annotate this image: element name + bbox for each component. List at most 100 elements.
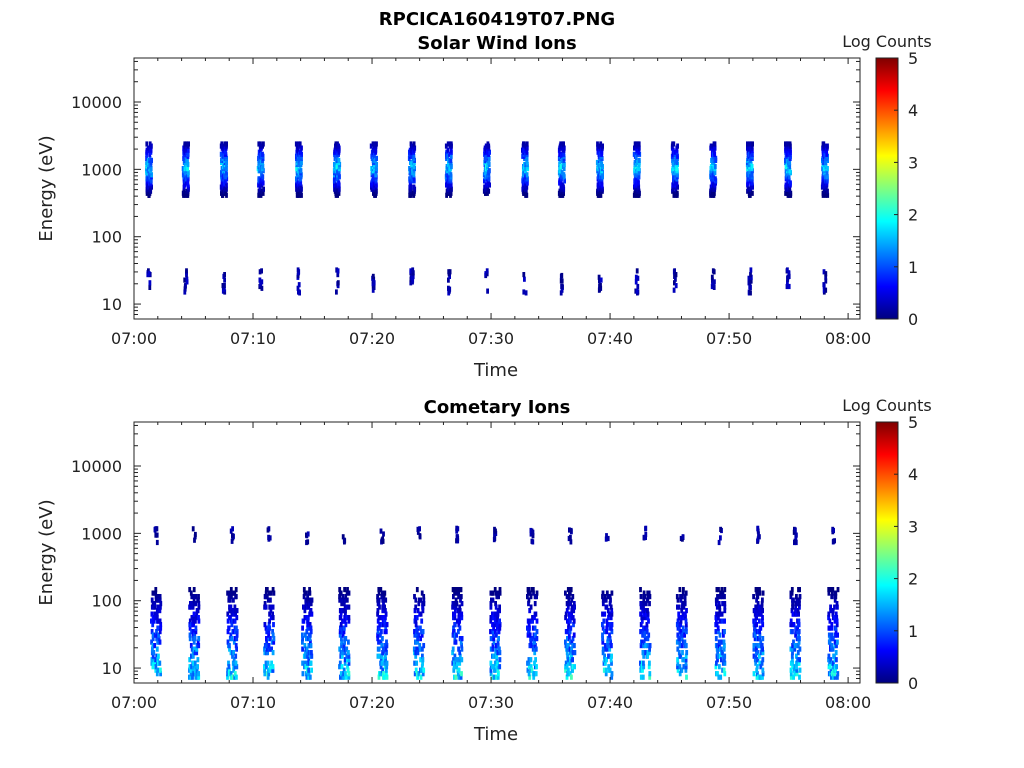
heatmap-cell <box>347 653 351 659</box>
heatmap-cell <box>422 597 426 603</box>
heatmap-cell <box>835 601 839 607</box>
heatmap-cell <box>531 636 535 642</box>
heatmap-cell <box>525 172 529 178</box>
heatmap-cell <box>527 597 531 603</box>
heatmap-cell <box>235 646 238 652</box>
heatmap-cell <box>150 611 154 617</box>
heatmap-cell <box>676 657 679 663</box>
heatmap-cell <box>609 597 612 603</box>
y-tick-label: 10 <box>102 295 122 314</box>
heatmap-cell <box>754 643 758 649</box>
heatmap-cell <box>454 639 458 645</box>
heatmap-cell <box>834 594 838 600</box>
heatmap-cell <box>340 608 343 614</box>
heatmap-cell <box>749 284 752 290</box>
heatmap-cell <box>601 625 605 631</box>
heatmap-cell <box>683 601 687 607</box>
heatmap-cell <box>491 643 495 649</box>
heatmap-cell <box>339 650 343 656</box>
heatmap-cell <box>601 636 604 642</box>
heatmap-cell <box>306 664 309 670</box>
heatmap-cell <box>420 667 423 673</box>
heatmap-cell <box>336 280 340 286</box>
colorbar-tick-label: 3 <box>908 153 918 172</box>
heatmap-cell <box>383 622 387 628</box>
heatmap-cell <box>381 618 385 624</box>
heatmap-cell <box>600 180 604 186</box>
heatmap-cell <box>154 615 158 621</box>
heatmap-cell <box>604 536 608 542</box>
heatmap-cell <box>456 534 459 540</box>
heatmap-cell <box>414 653 418 659</box>
heatmap-cell <box>419 636 422 642</box>
heatmap-cell <box>646 594 650 600</box>
heatmap-cell <box>642 611 645 617</box>
heatmap-cell <box>674 272 678 278</box>
x-tick-label: 08:00 <box>825 329 871 348</box>
heatmap-cell <box>229 632 233 638</box>
heatmap-cell <box>458 660 462 666</box>
heatmap-cell <box>715 646 719 652</box>
heatmap-cell <box>751 190 754 196</box>
heatmap-cell <box>234 594 238 600</box>
heatmap-cell <box>226 629 230 635</box>
heatmap-cell <box>184 180 188 186</box>
heatmap-cell <box>308 622 312 628</box>
heatmap-cell <box>153 604 157 610</box>
heatmap-cell <box>832 674 835 680</box>
heatmap-cell <box>306 622 310 628</box>
heatmap-cell <box>378 604 381 610</box>
heatmap-cell <box>713 170 717 176</box>
heatmap-cell <box>269 590 273 596</box>
heatmap-cell <box>228 646 231 652</box>
heatmap-cell <box>676 646 680 652</box>
heatmap-cell <box>751 141 754 147</box>
heatmap-cell <box>595 159 599 166</box>
heatmap-cell <box>229 615 232 621</box>
heatmap-cell <box>498 625 502 631</box>
heatmap-cell <box>382 594 386 600</box>
heatmap-cell <box>341 594 345 600</box>
heatmap-cell <box>646 608 649 614</box>
heatmap-cell <box>759 625 763 631</box>
heatmap-cell <box>234 653 238 659</box>
heatmap-cell <box>449 172 453 178</box>
heatmap-cell <box>374 147 378 153</box>
colorbar-tick-label: 0 <box>908 310 918 329</box>
heatmap-cell <box>600 161 604 168</box>
heatmap-cell <box>337 143 340 149</box>
heatmap-cell <box>676 604 679 610</box>
heatmap-cell <box>232 650 235 656</box>
heatmap-cell <box>453 622 457 628</box>
heatmap-cell <box>188 636 192 642</box>
heatmap-cell <box>189 590 193 596</box>
heatmap-cell <box>569 625 573 631</box>
heatmap-cell <box>271 587 275 593</box>
heatmap-cell <box>711 268 715 274</box>
heatmap-cell <box>299 168 303 174</box>
heatmap-cell <box>639 629 642 635</box>
heatmap-cell <box>489 660 493 666</box>
heatmap-cell <box>415 632 418 638</box>
heatmap-cell <box>149 147 153 153</box>
heatmap-cell <box>572 622 575 628</box>
heatmap-cell <box>493 618 497 624</box>
heatmap-cell <box>153 611 157 617</box>
heatmap-cell <box>601 639 605 645</box>
heatmap-cell <box>748 141 751 147</box>
heatmap-cell <box>749 274 753 280</box>
heatmap-cell <box>717 653 720 659</box>
heatmap-cell <box>836 671 840 677</box>
heatmap-cell <box>833 643 837 649</box>
heatmap-cell <box>268 625 272 631</box>
heatmap-cell <box>601 601 605 607</box>
heatmap-cell <box>494 601 497 607</box>
heatmap-cell <box>150 597 154 603</box>
heatmap-cell <box>752 594 755 600</box>
heatmap-cell <box>192 615 195 621</box>
heatmap-cell <box>562 172 566 178</box>
heatmap-cell <box>713 279 716 285</box>
heatmap-cell <box>572 608 576 614</box>
heatmap-cell <box>268 664 272 670</box>
heatmap-cell <box>756 601 760 607</box>
